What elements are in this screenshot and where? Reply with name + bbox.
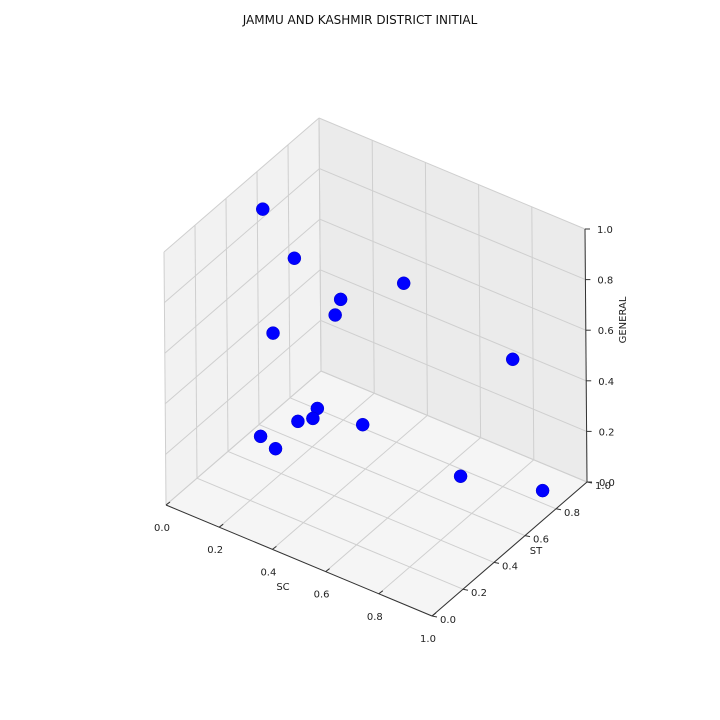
data-point: [328, 308, 342, 322]
x-tick-mark: [325, 568, 330, 572]
grid-line-floor-y: [320, 370, 588, 483]
z-tick-label: 0.0: [599, 478, 615, 489]
x-tick-label: 0.2: [207, 545, 223, 556]
pane-left: [164, 118, 321, 505]
x-tick-label: 1.0: [420, 634, 436, 645]
y-tick-mark: [555, 508, 562, 511]
data-point: [266, 326, 280, 340]
axis-panes: [164, 118, 587, 616]
tick-labels: 0.00.20.40.60.81.00.00.20.40.60.81.00.00…: [154, 225, 615, 645]
data-point: [268, 441, 283, 456]
z-axis-label: GENERAL: [618, 296, 629, 343]
z-tick-label: 0.4: [598, 377, 614, 388]
data-point: [396, 276, 411, 290]
grid-line-floor-y: [196, 477, 464, 590]
data-point: [291, 414, 305, 429]
data-point: [253, 429, 268, 444]
data-points: [253, 202, 550, 498]
x-tick-label: 0.0: [154, 523, 170, 534]
grid-line-left-y: [318, 117, 322, 372]
y-tick-mark: [431, 615, 438, 618]
grid-line-back-x: [531, 206, 535, 460]
x-tick-label: 0.8: [367, 612, 383, 623]
grid-line-left-y: [194, 225, 198, 479]
x-tick-label: 0.4: [260, 567, 276, 578]
data-point: [256, 202, 270, 216]
grid-line-back-x: [478, 184, 482, 438]
grid-line-floor-x: [272, 415, 428, 550]
z-tick-label: 1.0: [597, 225, 613, 236]
y-tick-mark: [462, 588, 469, 591]
x-tick-mark: [272, 546, 277, 550]
y-tick-mark: [493, 561, 500, 564]
grid-line-back-x: [371, 140, 375, 394]
grid-line-left-z: [164, 168, 320, 303]
z-axis-line: [584, 228, 588, 483]
grid-line-left-z: [164, 269, 321, 405]
grid-line-left-y: [287, 144, 291, 398]
z-tick-label: 0.8: [597, 276, 613, 287]
grid-line-back-z: [320, 269, 587, 382]
y-tick-label: 1.0: [595, 481, 611, 492]
y-tick-label: 0.6: [533, 535, 549, 546]
grid-line-floor-y: [289, 397, 557, 510]
grid-line-left-y: [225, 198, 229, 452]
grid-line-back-x: [424, 162, 428, 416]
y-tick-label: 0.8: [564, 508, 580, 519]
grid-line-left-y: [256, 171, 260, 425]
grid-line-back-z: [320, 319, 587, 432]
x-axis-label: SC: [276, 582, 289, 593]
pane-back: [319, 118, 587, 482]
x-axis-line: [165, 504, 433, 617]
grid-line-left-z: [164, 218, 321, 354]
x-tick-mark: [378, 590, 384, 595]
data-point: [333, 292, 348, 307]
z-tick-label: 0.6: [598, 326, 614, 337]
data-point: [535, 483, 550, 498]
data-point: [505, 352, 520, 367]
axis-lines: [165, 228, 588, 617]
x-tick-mark: [218, 523, 224, 528]
x-tick-mark: [431, 612, 437, 617]
grid-line-floor-y: [258, 424, 526, 537]
pane-floor: [166, 371, 587, 616]
x-tick-label: 0.6: [314, 590, 330, 601]
y-tick-mark: [524, 535, 531, 538]
y-axis-label: ST: [530, 546, 543, 557]
y-tick-label: 0.4: [502, 561, 518, 572]
grid-line-back-z: [318, 117, 586, 230]
chart-title: JAMMU AND KASHMIR DISTRICT INITIAL: [242, 13, 478, 27]
data-point: [287, 251, 302, 265]
z-tick-label: 0.2: [599, 427, 615, 438]
grid-line-left-z: [165, 320, 321, 455]
y-tick-label: 0.2: [471, 588, 487, 599]
data-point: [355, 417, 370, 432]
grid-line-back-z: [319, 168, 586, 281]
grid-line-floor-x: [325, 437, 481, 572]
grid-line-floor-x: [378, 459, 535, 595]
grid-line-floor-y: [227, 450, 495, 563]
data-point: [453, 469, 468, 483]
grid-line-left-y: [163, 251, 167, 506]
grid-line-left-z: [165, 370, 322, 506]
y-axis-line: [431, 481, 588, 617]
y-tick-label: 0.0: [440, 615, 456, 626]
grid-line-back-z: [319, 218, 586, 331]
grid-line-left-z: [163, 117, 320, 253]
grid-line-floor-x: [218, 392, 375, 528]
x-tick-mark: [165, 501, 171, 506]
data-point: [306, 411, 320, 426]
